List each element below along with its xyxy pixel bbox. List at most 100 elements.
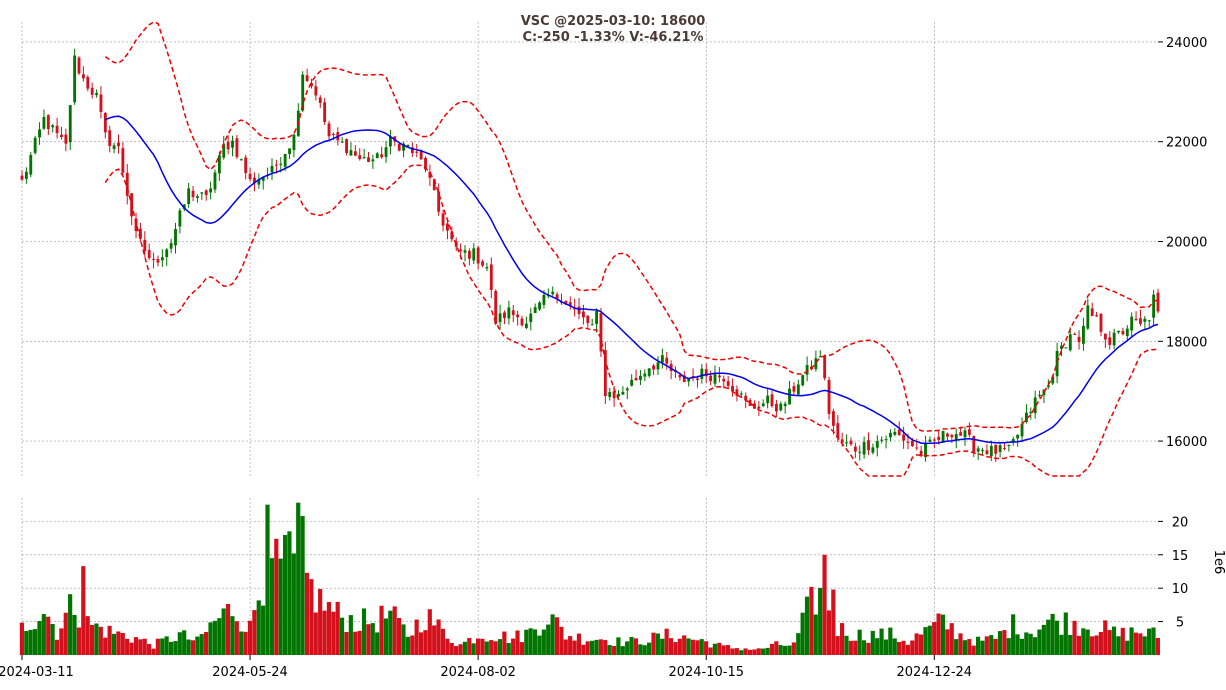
candle-body xyxy=(634,377,638,381)
candle-body xyxy=(748,400,752,407)
candle-body xyxy=(125,172,129,196)
candle-body xyxy=(406,144,410,147)
candle-body xyxy=(1020,423,1024,437)
volume-bar xyxy=(383,618,389,655)
candle-body xyxy=(371,159,375,162)
candle-body xyxy=(1108,337,1112,345)
volume-bar xyxy=(142,638,147,655)
date-tick-label: 2024-05-24 xyxy=(212,665,288,680)
candle-body xyxy=(248,173,252,180)
volume-bar xyxy=(743,648,748,655)
candle-body xyxy=(182,204,186,209)
volume-bar xyxy=(739,650,744,655)
candle-body xyxy=(143,239,147,252)
volume-bar xyxy=(388,610,393,655)
volume-bar xyxy=(76,627,81,655)
candle-body xyxy=(884,439,888,441)
volume-bar xyxy=(28,629,33,655)
candle-body xyxy=(288,148,291,154)
volume-bar xyxy=(379,605,384,655)
candle-body xyxy=(213,172,217,190)
candle-body xyxy=(147,250,151,259)
volume-bar xyxy=(923,627,928,655)
candle-body xyxy=(985,450,989,455)
volume-bar xyxy=(761,648,766,655)
grid-lines xyxy=(21,22,1158,655)
volume-bar xyxy=(160,638,165,655)
volume-bar xyxy=(989,635,994,655)
candle-body xyxy=(367,157,370,162)
volume-bar xyxy=(497,639,503,655)
candle-body xyxy=(840,439,844,443)
candle-body xyxy=(121,148,125,173)
candle-body xyxy=(577,306,581,314)
candle-body xyxy=(889,432,892,438)
candle-body xyxy=(691,376,695,378)
candle-body xyxy=(178,210,182,227)
candle-body xyxy=(138,228,142,239)
volume-bar xyxy=(603,640,608,655)
candle-body xyxy=(353,151,357,156)
candle-body xyxy=(792,386,796,392)
candle-body xyxy=(1143,318,1147,322)
candle-body xyxy=(779,403,783,411)
volume-bar xyxy=(1050,613,1055,655)
candle-body xyxy=(612,391,616,399)
volume-bar xyxy=(857,629,862,655)
volume-bar xyxy=(686,638,691,655)
volume-bar xyxy=(563,639,568,655)
candle-body xyxy=(704,369,708,377)
volume-axis-label: 1e6 xyxy=(1211,550,1226,575)
volume-bar xyxy=(607,645,612,655)
candle-body xyxy=(1042,389,1046,396)
volume-bar xyxy=(475,638,481,655)
volume-bar xyxy=(300,516,305,655)
volume-bar xyxy=(480,638,485,655)
volume-bar xyxy=(804,596,810,655)
candle-body xyxy=(919,450,923,456)
candle-body xyxy=(77,57,81,74)
candle-body xyxy=(1095,315,1099,317)
volume-bar xyxy=(962,640,967,655)
volume-bars xyxy=(19,502,1160,655)
candle-body xyxy=(349,150,353,156)
candle-body xyxy=(994,444,998,454)
volume-bar xyxy=(401,624,406,655)
candle-body xyxy=(1130,316,1134,331)
volume-bar xyxy=(800,612,805,655)
volume-bar xyxy=(261,605,266,655)
volume-bar xyxy=(734,648,739,655)
candle-body xyxy=(586,315,590,324)
candle-body xyxy=(827,379,831,414)
candle-body xyxy=(1033,397,1037,414)
volume-bar xyxy=(980,640,985,655)
volume-bar xyxy=(883,639,889,655)
candle-body xyxy=(270,165,274,173)
candle-body xyxy=(700,368,704,379)
volume-bar xyxy=(265,504,270,655)
volume-bar xyxy=(436,619,441,655)
volume-bar xyxy=(642,645,647,655)
volume-bar xyxy=(524,629,529,655)
volume-bar xyxy=(1090,636,1095,655)
volume-bar xyxy=(59,628,64,655)
volume-tick-label: 20 xyxy=(1172,515,1189,530)
volume-bar xyxy=(897,642,902,655)
volume-bar xyxy=(454,646,459,655)
volume-bar xyxy=(1037,629,1042,655)
volume-bar xyxy=(559,626,564,655)
volume-bar xyxy=(370,623,375,655)
volume-bar xyxy=(756,648,761,655)
candle-body xyxy=(1060,345,1063,349)
volume-bar xyxy=(954,639,959,655)
volume-bar xyxy=(1125,640,1130,655)
volume-bar xyxy=(375,632,380,655)
candle-body xyxy=(647,368,651,376)
candle-body xyxy=(950,434,954,438)
volume-bar xyxy=(712,643,717,655)
candle-body xyxy=(924,443,927,458)
candle-body xyxy=(867,440,870,451)
candle-body xyxy=(292,134,296,151)
volume-bar xyxy=(221,608,226,655)
volume-bar xyxy=(730,648,735,655)
